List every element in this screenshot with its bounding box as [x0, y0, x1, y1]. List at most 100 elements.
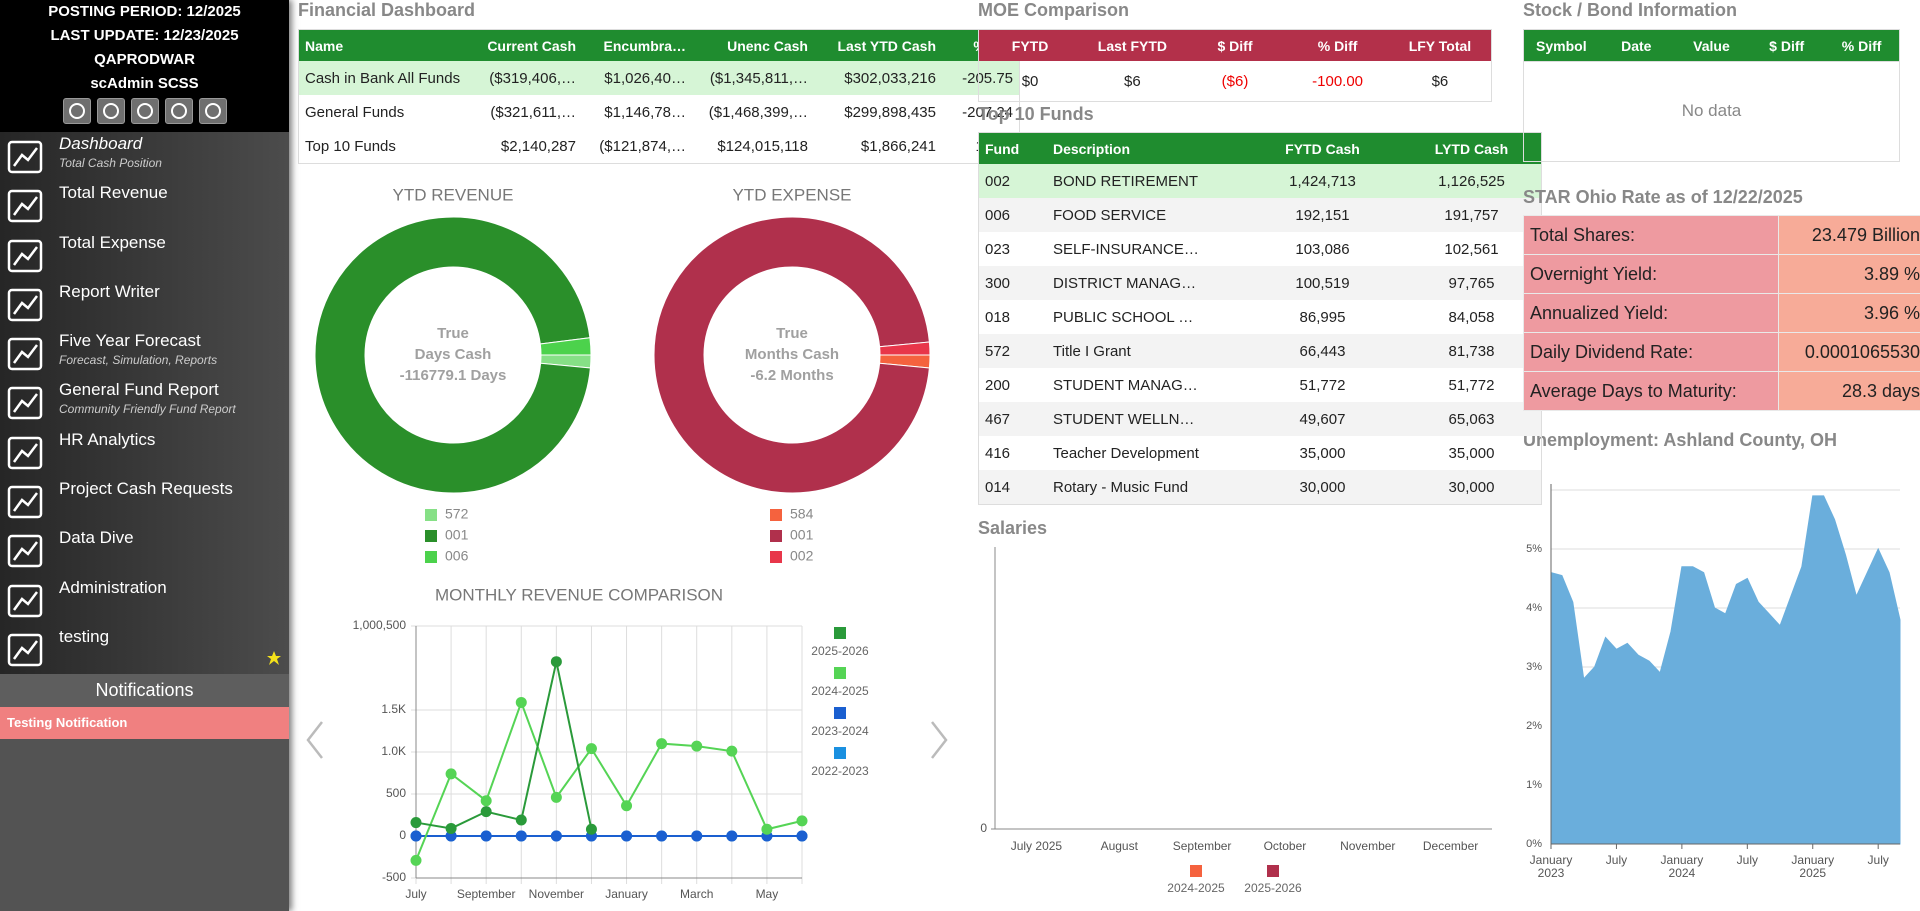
- legend-label: 001: [445, 527, 469, 543]
- menu-label: Project Cash Requests: [59, 479, 233, 499]
- table-cell: 66,443: [1243, 334, 1402, 368]
- data-point: [515, 696, 527, 708]
- table-cell: $299,898,435: [844, 103, 936, 121]
- menu-icon: [7, 387, 43, 420]
- table-cell: 100,519: [1243, 266, 1402, 300]
- menu-item[interactable]: HR Analytics: [0, 428, 289, 477]
- column-header: LYTD Cash: [1402, 132, 1542, 164]
- menu-item[interactable]: Report Writer: [0, 280, 289, 329]
- x-tick-label: November: [529, 887, 584, 901]
- menu-icon: [7, 288, 43, 322]
- table-row: Daily Dividend Rate: 0.0001065530: [1523, 332, 1920, 372]
- tool-button[interactable]: [96, 98, 125, 124]
- chart-title: YTD EXPENSE: [732, 185, 851, 204]
- legend-label: 2025-2026: [1244, 881, 1302, 895]
- table-cell: PUBLIC SCHOOL …: [1053, 308, 1194, 326]
- pie-slice: [653, 216, 930, 494]
- data-point: [796, 830, 808, 842]
- tool-button[interactable]: [62, 98, 91, 124]
- column-header: % Diff: [1824, 29, 1900, 62]
- x-tick-label: July: [1736, 853, 1758, 867]
- x-tick-label: March: [680, 887, 713, 901]
- icon-shape: [136, 103, 153, 119]
- x-tick-label: November: [1340, 839, 1395, 853]
- menu: Dashboard Total Cash Position Total Revenu…: [0, 132, 289, 675]
- menu-item[interactable]: Data Dive: [0, 526, 289, 575]
- tool-button[interactable]: [198, 98, 227, 124]
- menu-item[interactable]: Total Revenue: [0, 181, 289, 230]
- table-cell: 3.96 %: [1778, 293, 1920, 333]
- legend-swatch: [834, 707, 846, 719]
- legend-swatch: [425, 551, 437, 563]
- table-cell: Annualized Yield:: [1523, 293, 1779, 333]
- menu-item[interactable]: Five Year Forecast Forecast, Simulation, …: [0, 329, 289, 378]
- center-text: -116779.1 Days: [400, 367, 507, 384]
- menu-label: Five Year Forecast: [59, 331, 201, 351]
- menu-icon: [7, 485, 43, 519]
- table-cell: STUDENT WELLN…: [1047, 402, 1243, 436]
- table-row: 018 PUBLIC SCHOOL … 86,995 84,058: [979, 300, 1542, 334]
- menu-label: Total Revenue: [59, 183, 168, 203]
- icon-shape: [12, 590, 38, 611]
- pie-slice: [539, 337, 592, 356]
- menu-item[interactable]: testing: [0, 625, 289, 674]
- tool-button[interactable]: [164, 98, 193, 124]
- legend-swatch: [770, 530, 782, 542]
- tool-button[interactable]: [130, 98, 159, 124]
- menu-label: Report Writer: [59, 281, 160, 301]
- data-point: [621, 830, 633, 842]
- table-cell: 51,772: [1299, 376, 1346, 394]
- table-cell: $1,026,40…: [582, 61, 692, 95]
- menu-item[interactable]: Dashboard Total Cash Position: [0, 132, 289, 181]
- icon-shape: [68, 103, 85, 119]
- x-tick-label: August: [1101, 839, 1139, 853]
- table-cell: BOND RETIREMENT: [1047, 164, 1243, 198]
- menu-item[interactable]: Administration: [0, 576, 289, 625]
- menu-icon: [7, 140, 43, 174]
- table-row: $0 $6 ($6) -100.00 $6: [979, 61, 1492, 102]
- table-cell: 35,000: [1448, 444, 1495, 462]
- table-cell: 30,000: [1402, 470, 1542, 505]
- x-tick-label: December: [1423, 839, 1478, 853]
- table-cell: Total Shares:: [1523, 215, 1779, 255]
- carousel-arrow[interactable]: [931, 721, 948, 759]
- header-line: POSTING PERIOD: 12/2025: [48, 3, 241, 20]
- icon-shape: [7, 190, 43, 223]
- icon-shape: [204, 103, 221, 119]
- data-table: FYTD Last FYTD $ Diff% Diff LFY Total $0 $6 ($…: [978, 29, 1492, 102]
- table-cell: 200: [985, 376, 1011, 394]
- icon-shape: [102, 103, 119, 119]
- table-cell: 86,995: [1299, 308, 1346, 326]
- table-cell: ($1,345,811,…: [692, 61, 814, 95]
- icon-shape: [12, 245, 38, 266]
- carousel-arrow[interactable]: [306, 721, 323, 759]
- table-cell: 002: [978, 164, 1047, 198]
- legend-swatch: [1267, 865, 1279, 877]
- table-cell: 1,126,525: [1402, 164, 1542, 198]
- icon-shape: [7, 140, 43, 174]
- menu-item[interactable]: Total Expense: [0, 231, 289, 280]
- icon-shape: [12, 541, 38, 562]
- menu-label: Dashboard: [59, 134, 143, 153]
- table-cell: Average Days to Maturity:: [1523, 371, 1779, 411]
- center-text: Months Cash: [745, 346, 839, 363]
- menu-item[interactable]: Project Cash Requests: [0, 477, 289, 526]
- legend-swatch: [425, 509, 437, 521]
- table-row: General Funds ($321,611,… $1,146,78… ($1,46…: [299, 95, 1020, 129]
- menu-label: testing: [59, 626, 110, 646]
- menu-icon: [7, 584, 43, 617]
- y-tick-label: 1,000,500: [353, 618, 407, 632]
- data-point: [691, 740, 703, 752]
- notification[interactable]: Testing Notification: [0, 707, 289, 740]
- y-tick-label: 1%: [1526, 779, 1542, 791]
- table-cell: 103,086: [1295, 240, 1350, 258]
- data-point: [515, 830, 527, 842]
- menu-icon: [7, 190, 43, 223]
- data-point: [726, 745, 738, 757]
- data-table: Name Current Cash Encumbra… Unenc Cash Last …: [298, 29, 1020, 164]
- table-cell: ($6): [1221, 72, 1249, 90]
- column-header: Symbol: [1523, 29, 1599, 62]
- y-tick-label: 0: [980, 821, 987, 835]
- x-tick-label: September: [457, 887, 516, 901]
- menu-item[interactable]: General Fund Report Community Friendly Fu…: [0, 378, 289, 427]
